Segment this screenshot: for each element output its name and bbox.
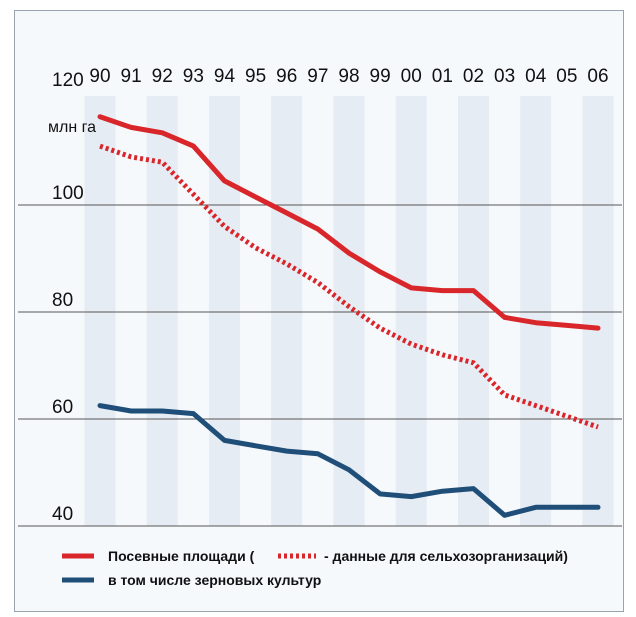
x-tick-label: 99 xyxy=(370,66,391,87)
y-tick-label: 60 xyxy=(52,397,73,418)
x-tick-label: 01 xyxy=(432,66,453,87)
column-stripe xyxy=(426,96,458,526)
series-layer xyxy=(97,114,601,518)
x-tick-label: 05 xyxy=(556,66,577,87)
column-stripe xyxy=(240,96,272,526)
legend-label-grain: в том числе зерновых культур xyxy=(108,572,321,588)
column-stripe xyxy=(457,96,490,526)
column-stripe xyxy=(582,96,614,526)
x-tick-label: 93 xyxy=(183,66,204,87)
x-tick-label: 02 xyxy=(463,66,484,87)
x-tick-labels: 90 91 92 93 94 95 96 97 98 99 00 01 02 03 04 05 06 xyxy=(89,66,608,87)
legend-label-sown-total: Посевные площади ( xyxy=(108,548,255,564)
x-tick-label: 92 xyxy=(152,66,173,87)
y-tick-labels: 120 100 80 60 40 xyxy=(52,70,84,525)
x-tick-label: 96 xyxy=(276,66,297,87)
column-stripe xyxy=(551,96,583,526)
x-tick-label: 00 xyxy=(401,66,422,87)
column-stripe xyxy=(146,96,178,526)
x-tick-label: 04 xyxy=(525,66,547,87)
x-tick-label: 94 xyxy=(214,66,236,87)
column-stripe xyxy=(177,96,209,526)
horizontal-gridlines xyxy=(18,204,622,527)
x-tick-label: 03 xyxy=(494,66,515,87)
column-stripe xyxy=(271,96,303,526)
column-stripe xyxy=(84,96,116,526)
column-stripe xyxy=(364,96,396,526)
x-tick-label: 98 xyxy=(338,66,359,87)
y-tick-label: 120 xyxy=(52,70,84,91)
y-tick-label: 80 xyxy=(52,290,73,311)
column-stripe xyxy=(115,96,147,526)
x-tick-label: 97 xyxy=(307,66,328,87)
column-stripe xyxy=(208,96,241,526)
y-tick-label: 100 xyxy=(52,183,84,204)
x-tick-label: 91 xyxy=(121,66,142,87)
legend: Посевные площади ( - данные для сельхозо… xyxy=(62,548,568,588)
x-tick-label: 95 xyxy=(245,66,266,87)
column-stripe xyxy=(395,96,427,526)
vertical-stripes xyxy=(84,96,614,526)
legend-label-sown-agri-orgs: - данные для сельхозорганизаций) xyxy=(324,548,568,564)
column-stripe xyxy=(520,96,552,526)
x-tick-label: 90 xyxy=(89,66,110,87)
x-tick-label: 06 xyxy=(587,66,608,87)
unit-label: млн га xyxy=(48,119,96,136)
y-tick-label: 40 xyxy=(52,504,73,525)
